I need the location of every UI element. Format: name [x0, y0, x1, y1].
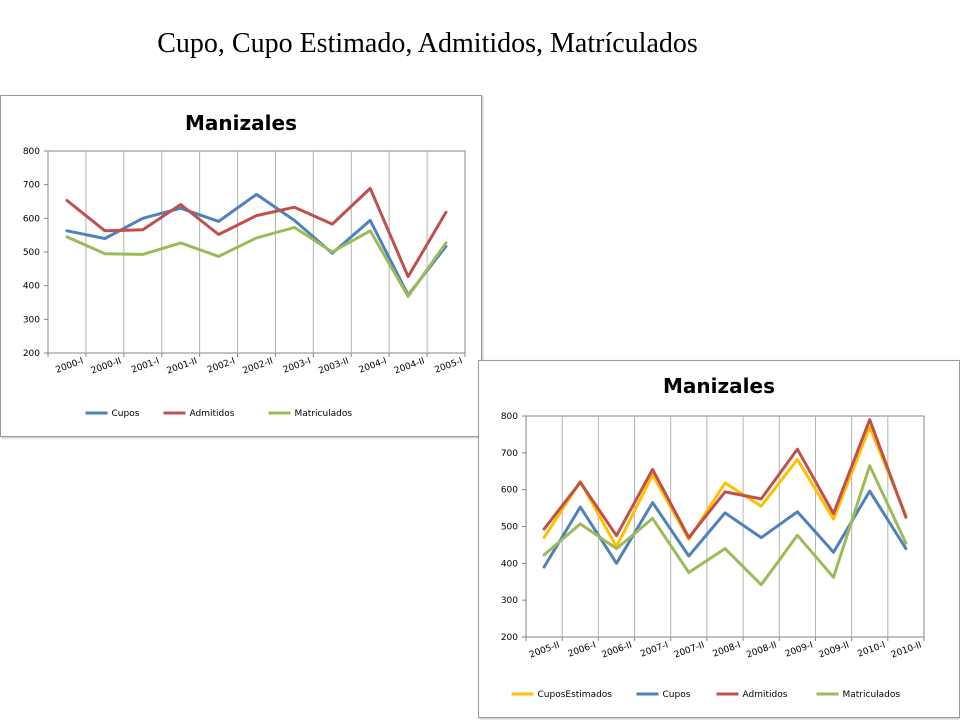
x-tick-label: 2001-I	[130, 356, 160, 375]
x-tick-label: 2010-II	[890, 640, 923, 660]
series-line-matriculados	[65, 225, 448, 298]
x-tick-label: 2006-II	[601, 640, 634, 660]
chart-title: Manizales	[185, 111, 297, 135]
chart-title: Manizales	[663, 374, 775, 398]
legend-item-matriculados: Matriculados	[268, 409, 353, 419]
x-tick-label: 2001-II	[166, 356, 199, 376]
series-line-matriculados	[542, 464, 908, 587]
legend-label: Cupos	[112, 409, 140, 419]
legend-item-admitidos: Admitidos	[163, 409, 235, 419]
x-tick-label: 2009-I	[784, 640, 814, 659]
slide-title: Cupo, Cupo Estimado, Admitidos, Matrícul…	[157, 28, 698, 59]
series-line-admitidos	[542, 418, 908, 540]
x-tick-label: 2009-II	[818, 640, 851, 660]
y-tick-label: 300	[23, 315, 40, 325]
y-tick-label: 700	[23, 181, 40, 191]
x-tick-label: 2008-II	[745, 640, 778, 660]
y-tick-label: 200	[23, 349, 40, 359]
x-tick-label: 2000-II	[90, 356, 123, 376]
y-tick-label: 400	[501, 559, 518, 569]
y-tick-label: 800	[501, 412, 518, 422]
x-tick-label: 2005-II	[528, 640, 561, 660]
x-tick-label: 2004-I	[358, 356, 388, 375]
series-line-cupos	[65, 192, 448, 297]
chart-manizales-2000-2005: Manizales 200 300 400 500 600 700 800 2000-I 2000…	[0, 95, 482, 437]
y-tick-label: 800	[23, 147, 40, 157]
x-tick-label: 2002-II	[241, 356, 274, 376]
chart-svg: Manizales 200 300 400 500 600 700 800 2000-I 2000…	[23, 111, 466, 419]
series-line-cuposestimados	[542, 425, 908, 549]
y-tick-label: 400	[23, 282, 40, 292]
legend-item-cupos: Cupos	[636, 690, 691, 700]
x-tick-label: 2006-I	[567, 640, 597, 659]
x-tick-label: 2000-I	[54, 356, 84, 375]
y-tick-label: 500	[501, 523, 518, 533]
x-tick-label: 2003-II	[317, 356, 350, 376]
y-tick-label: 300	[501, 596, 518, 606]
x-tick-label: 2002-I	[206, 356, 236, 375]
x-tick-label: 2003-I	[282, 356, 312, 375]
y-tick-label: 500	[23, 248, 40, 258]
x-tick-label: 2007-I	[639, 640, 669, 659]
legend-label: CuposEstimados	[538, 690, 613, 700]
y-tick-label: 700	[501, 449, 518, 459]
plot-area	[47, 150, 466, 354]
legend-item-cuposestimados: CuposEstimados	[511, 690, 613, 700]
y-tick-label: 600	[23, 214, 40, 224]
y-tick-label: 200	[501, 633, 518, 643]
legend-label: Cupos	[663, 690, 691, 700]
x-tick-label: 2005-I	[434, 356, 464, 375]
legend-label: Matriculados	[843, 690, 901, 700]
legend-label: Admitidos	[743, 690, 788, 700]
legend-item-matriculados: Matriculados	[816, 690, 901, 700]
legend-label: Admitidos	[190, 409, 235, 419]
x-tick-label: 2010-I	[856, 640, 886, 659]
series-line-cupos	[542, 489, 908, 569]
legend-item-cupos: Cupos	[85, 409, 140, 419]
legend-label: Matriculados	[295, 409, 353, 419]
x-tick-label: 2007-II	[673, 640, 706, 660]
x-tick-label: 2008-I	[712, 640, 742, 659]
y-tick-label: 600	[501, 486, 518, 496]
chart-manizales-2005-2010: Manizales 200 300 400 500 600 700 800 2005-II 200…	[478, 360, 960, 718]
chart-svg: Manizales 200 300 400 500 600 700 800 2005-II 200…	[501, 374, 925, 700]
legend-item-admitidos: Admitidos	[716, 690, 788, 700]
series-line-admitidos	[65, 186, 448, 279]
x-tick-label: 2004-II	[393, 356, 426, 376]
